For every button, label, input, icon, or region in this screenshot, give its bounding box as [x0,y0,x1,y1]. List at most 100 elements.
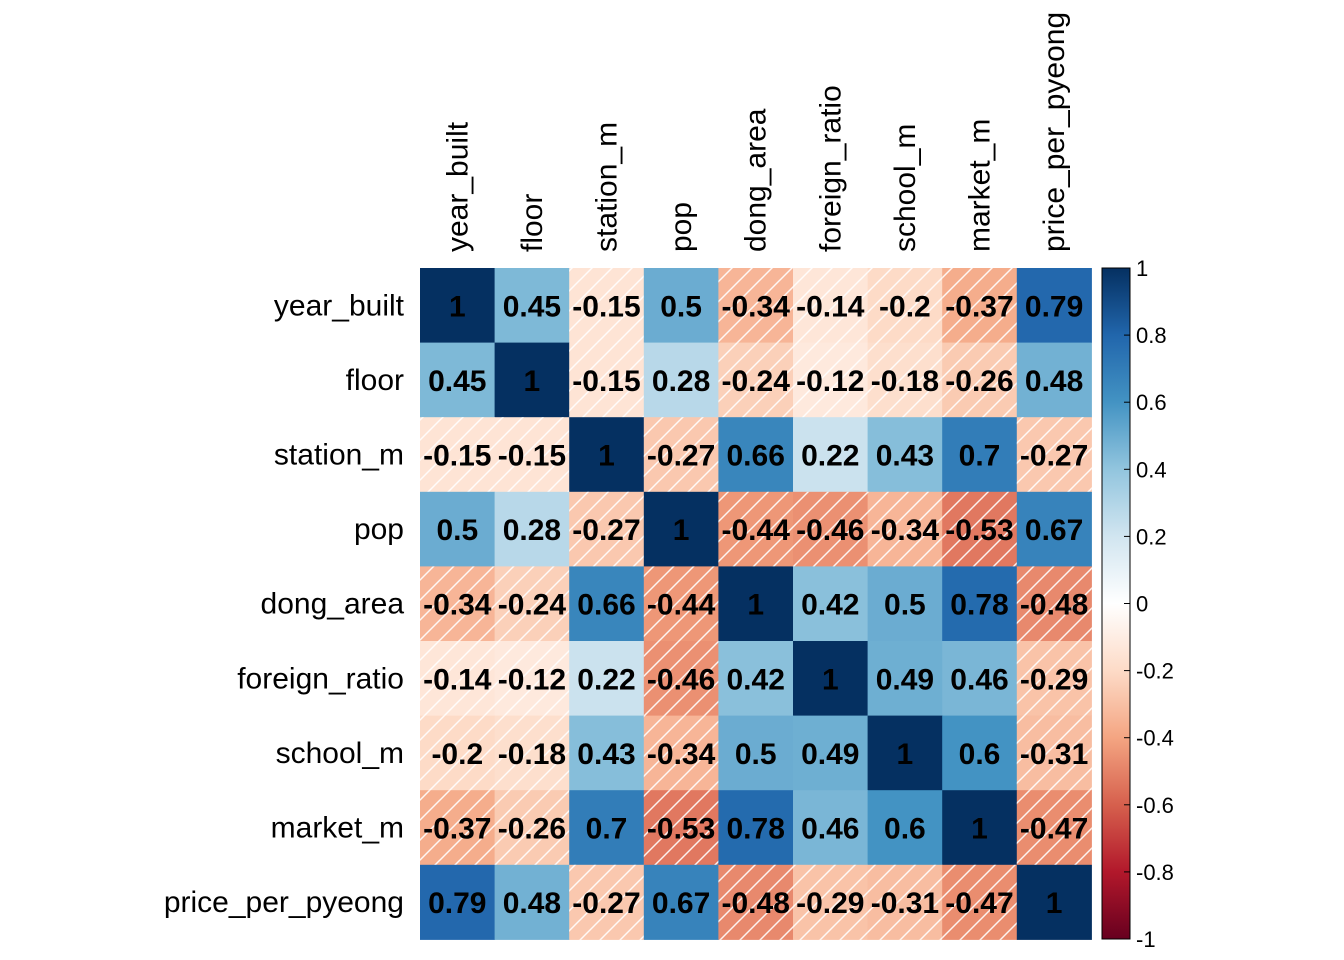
cell-value-label: 0.5 [436,514,478,547]
column-label: dong_area [740,108,773,252]
negative-hatch [718,491,794,567]
row-label: station_m [274,439,404,472]
cell-value-label: -0.2 [879,290,931,323]
cell-value-label: -0.24 [722,365,791,398]
heatmap-cell [643,864,719,940]
cell-value-label: 0.7 [586,813,628,846]
cell-value-label: 1 [971,813,988,846]
negative-hatch [494,715,570,791]
heatmap-cell [718,790,794,866]
negative-hatch [942,342,1018,418]
heatmap-cell [867,641,943,717]
heatmap-cell [867,417,943,493]
cell-value-label: 1 [598,440,615,473]
row-label: foreign_ratio [237,662,404,695]
heatmap-cell [867,715,943,791]
cell-value-label: -0.12 [796,365,864,398]
negative-hatch [420,790,496,866]
negative-hatch [569,268,645,344]
cell-value-label: -0.15 [572,365,640,398]
negative-hatch [420,566,496,642]
negative-hatch [867,342,943,418]
cell-value-label: 0.45 [428,365,486,398]
heatmap-cell [569,566,645,642]
negative-hatch [643,641,719,717]
cell-value-label: 1 [673,514,690,547]
cell-value-label: 0.7 [959,440,1001,473]
negative-hatch [793,864,869,940]
heatmap-cell [942,715,1018,791]
cell-value-label: -0.47 [1020,813,1088,846]
negative-hatch [793,342,869,418]
negative-hatch [942,864,1018,940]
negative-hatch [942,268,1018,344]
cell-value-label: -0.37 [423,813,491,846]
cell-value-label: 0.49 [876,663,934,696]
cell-value-label: 0.79 [428,887,486,920]
negative-hatch [494,790,570,866]
column-label: school_m [889,124,922,252]
row-label: pop [354,513,404,546]
cell-value-label: -0.26 [945,365,1013,398]
heatmap-cell [569,641,645,717]
cell-value-label: 0.43 [577,738,635,771]
cell-value-label: -0.46 [796,514,864,547]
negative-hatch [420,641,496,717]
heatmap-cell [643,268,719,344]
cell-value-label: 0.5 [660,290,702,323]
heatmap-cell [1016,342,1092,418]
heatmap-cell [494,864,570,940]
cell-value-label: 0.42 [727,663,785,696]
cell-value-label: 1 [747,589,764,622]
row-label: floor [346,364,404,397]
cell-value-label: 1 [1046,887,1063,920]
heatmap-cell [1016,268,1092,344]
cell-value-label: -0.27 [572,887,640,920]
heatmap-cell [942,641,1018,717]
heatmap-cell [569,417,645,493]
cell-value-label: 0.46 [801,813,859,846]
cell-value-label: -0.24 [498,589,567,622]
negative-hatch [1016,641,1092,717]
row-label: market_m [271,812,404,845]
cell-value-label: 1 [822,663,839,696]
cell-value-label: -0.26 [498,813,566,846]
negative-hatch [718,864,794,940]
cell-value-label: 0.78 [950,589,1008,622]
negative-hatch [867,268,943,344]
cell-value-label: 0.28 [652,365,710,398]
cell-value-label: -0.18 [871,365,939,398]
heatmap-cell [420,864,496,940]
cell-value-label: -0.53 [647,813,715,846]
column-label: floor [516,194,549,252]
heatmap-cell [643,491,719,567]
color-legend-tick-label: 0.8 [1136,323,1167,348]
cell-value-label: 0.45 [503,290,561,323]
cell-value-label: 1 [524,365,541,398]
heatmap-cell [942,790,1018,866]
column-label: foreign_ratio [814,85,847,252]
negative-hatch [1016,566,1092,642]
cell-value-label: 0.66 [577,589,635,622]
column-label: pop [665,202,698,252]
heatmap-cell [942,566,1018,642]
column-labels: year_built floor station_m pop dong_area fore… [441,12,1071,252]
cell-value-label: 0.66 [727,440,785,473]
column-label: station_m [591,122,624,252]
negative-hatch [643,715,719,791]
color-legend-tick-label: -0.2 [1136,659,1174,684]
cell-value-label: -0.15 [572,290,640,323]
color-legend-tick-label: -0.6 [1136,793,1174,818]
heatmap-cell [867,790,943,866]
negative-hatch [1016,715,1092,791]
cell-value-label: -0.31 [1020,738,1088,771]
negative-hatch [643,566,719,642]
negative-hatch [569,864,645,940]
cell-value-label: 1 [449,290,466,323]
cell-value-label: 0.43 [876,440,934,473]
cell-value-label: 0.67 [1025,514,1083,547]
negative-hatch [867,864,943,940]
cell-value-label: -0.2 [431,738,483,771]
negative-hatch [793,491,869,567]
